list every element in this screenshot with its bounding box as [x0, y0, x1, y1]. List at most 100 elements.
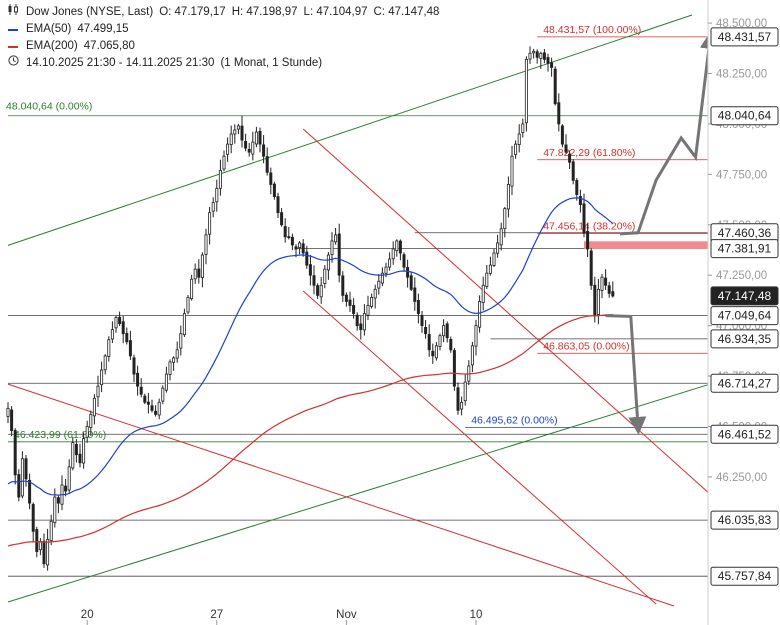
candle-body — [348, 299, 352, 306]
candle-body — [341, 275, 345, 296]
candle-body — [96, 385, 100, 398]
ema200-line — [7, 314, 613, 547]
price-label-box — [710, 424, 779, 444]
projection-arrow — [619, 30, 708, 236]
candle-body — [287, 236, 291, 239]
candle-body — [564, 144, 568, 153]
candle-body — [503, 208, 507, 230]
price-label-box — [710, 286, 779, 306]
candle-body — [168, 361, 172, 375]
candle-body — [121, 321, 125, 335]
price-label: 46.714,27 — [718, 376, 772, 390]
candle-body — [35, 529, 39, 552]
plot-area: 48.040,64 (0.00%) 48.431,57 (100.00%) 47.8… — [6, 14, 708, 607]
candle-body — [334, 234, 338, 243]
candle-body — [593, 284, 597, 316]
candle-body — [485, 272, 489, 287]
candle-body — [578, 196, 582, 206]
candle-body — [114, 317, 118, 329]
candle-body — [395, 240, 399, 252]
candle-body — [416, 300, 420, 314]
candle-body — [521, 123, 525, 133]
ema200-swatch — [8, 45, 18, 48]
candle-body — [125, 332, 129, 343]
candle-body — [456, 387, 460, 411]
candle-body — [571, 161, 575, 181]
candle-body — [157, 401, 161, 416]
candle-body — [172, 357, 176, 363]
candle-body — [380, 272, 384, 284]
projection-arrow — [605, 314, 647, 435]
candle-body — [103, 355, 107, 371]
candle-body — [46, 539, 50, 566]
candle-body — [200, 254, 204, 278]
candle-body — [17, 474, 21, 498]
candle-body — [384, 266, 388, 274]
candle-body — [276, 196, 280, 214]
legend-ema200-row: EMA(200) 47.065,80 — [6, 38, 439, 55]
fibonacci-label: 46.863,05 (0.00%) — [543, 340, 629, 352]
candle-body — [596, 288, 600, 315]
candle-body — [85, 426, 89, 438]
price-label: 45.757,84 — [718, 569, 772, 583]
candle-body — [31, 504, 35, 532]
candle-body — [13, 430, 17, 476]
candle-body — [258, 130, 262, 145]
candle-body — [312, 275, 316, 286]
candle-body — [197, 268, 201, 278]
candle-body — [226, 143, 230, 155]
candle-body — [272, 183, 276, 197]
candle-body — [344, 294, 348, 302]
candle-body — [110, 329, 114, 340]
candle-body — [82, 438, 86, 464]
candle-body — [89, 413, 93, 428]
fibonacci-label: 46.495,62 (0.00%) — [471, 414, 557, 426]
candle-body — [445, 323, 449, 339]
candle-body — [229, 133, 233, 145]
x-tick-label: 20 — [81, 609, 94, 621]
candle-body — [244, 141, 248, 149]
price-label-box — [710, 27, 779, 47]
candle-body — [146, 401, 150, 405]
candle-body — [355, 314, 359, 327]
candle-body — [179, 333, 183, 349]
candle-body — [470, 345, 474, 366]
legend-ema200-label: EMA(200) — [26, 40, 78, 52]
candlestick-icon — [6, 4, 20, 21]
candle-body — [136, 372, 140, 387]
candle-body — [294, 246, 298, 250]
candle-body — [218, 169, 222, 189]
candle-body — [607, 285, 611, 294]
candle-body — [247, 148, 251, 153]
candle-body — [190, 278, 194, 300]
candle-body — [182, 313, 186, 336]
y-tick-label: 46.250,00 — [716, 472, 767, 484]
candle-body — [49, 520, 53, 541]
price-label-box — [710, 373, 779, 393]
candle-body — [557, 102, 561, 125]
price-label-box — [710, 106, 779, 126]
candle-body — [506, 184, 510, 210]
candle-body — [193, 268, 197, 280]
candle-body — [352, 304, 356, 314]
candle-body — [370, 296, 374, 307]
candle-body — [582, 203, 586, 234]
candles-group — [6, 46, 615, 571]
candle-body — [236, 125, 240, 130]
candle-body — [143, 395, 147, 403]
legend-ema200-value: 47.065,80 — [83, 40, 135, 52]
candle-body — [474, 325, 478, 347]
fibonacci-label: 48.431,57 (100.00%) — [543, 24, 641, 36]
candle-body — [92, 397, 96, 417]
candle-body — [175, 349, 179, 359]
candle-body — [10, 409, 14, 431]
candle-body — [481, 284, 485, 303]
candle-body — [150, 405, 154, 411]
candle-body — [305, 251, 309, 266]
candle-body — [452, 350, 456, 387]
candle-body — [391, 248, 395, 260]
fibonacci-label: 46.423,99 (61.80%) — [14, 429, 106, 441]
candle-body — [139, 386, 143, 395]
legend-open: O: 47.179,17 — [159, 6, 226, 18]
